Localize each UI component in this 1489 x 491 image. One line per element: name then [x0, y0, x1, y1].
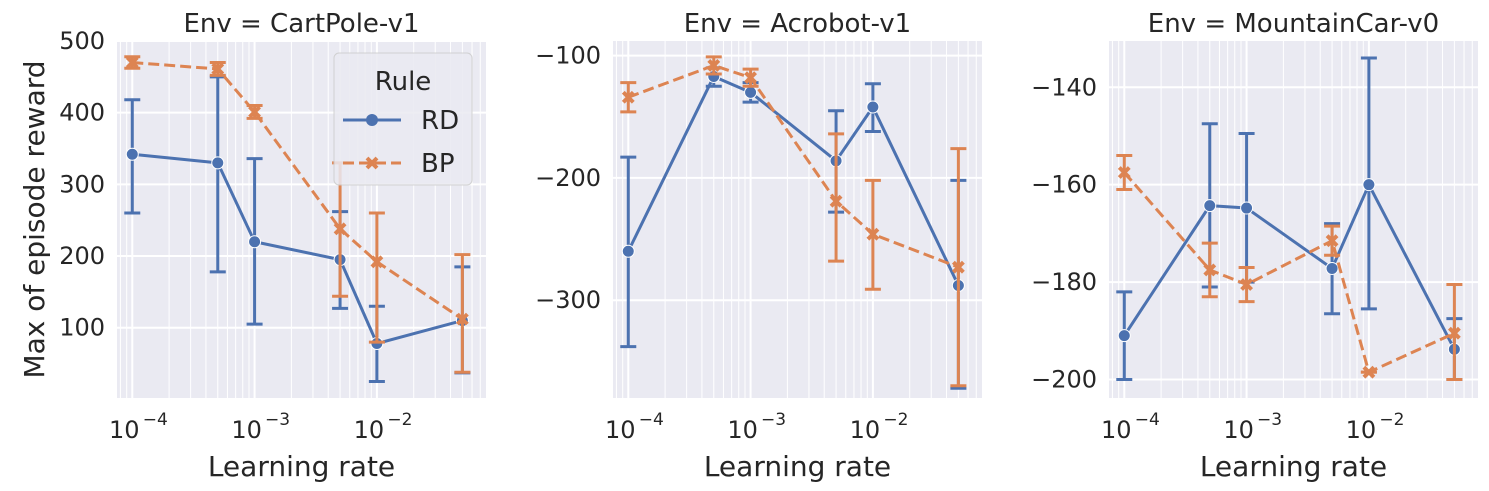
data-point-bp	[1203, 263, 1217, 277]
x-axis-label: Learning rate	[704, 450, 891, 483]
data-point-bp	[829, 194, 843, 208]
data-point-bp	[248, 105, 262, 119]
plot-area	[1109, 41, 1478, 398]
x-tick-exponent: −4	[639, 410, 664, 430]
plot-area	[613, 41, 982, 398]
x-tick-exponent: −2	[883, 410, 908, 430]
series-line-rd	[1123, 183, 1456, 350]
data-point-rd	[744, 85, 758, 99]
y-tick-label: −100	[535, 42, 601, 70]
legend-box	[333, 52, 473, 186]
x-tick-label: 10	[231, 416, 262, 444]
series-line-bp	[132, 61, 464, 321]
legend-marker-bp	[365, 156, 379, 170]
x-tick-label: 10	[1223, 416, 1254, 444]
y-tick-label: 300	[59, 170, 105, 198]
data-point-bp	[1447, 326, 1461, 340]
panel-title: Env = CartPole-v1	[183, 9, 419, 39]
y-tick-label: −200	[1031, 365, 1097, 393]
data-point-bp	[370, 255, 384, 269]
legend: Rule RD BP	[333, 52, 473, 186]
y-axis-label: Max of episode reward	[18, 60, 51, 378]
y-tick-label: −160	[1031, 171, 1097, 199]
data-point-bp	[707, 59, 721, 72]
x-axis-label: Learning rate	[208, 450, 395, 483]
x-tick-exponent: −3	[1257, 410, 1282, 430]
legend-label-rd: RD	[421, 106, 459, 136]
y-tick-label: −200	[535, 164, 601, 192]
series-line-bp	[627, 63, 959, 269]
x-tick-exponent: −2	[387, 410, 412, 430]
panel-title: Env = Acrobot-v1	[684, 9, 911, 39]
x-tick-label: 10	[354, 416, 385, 444]
x-tick-label: 10	[1346, 416, 1377, 444]
x-tick-exponent: −4	[1135, 410, 1160, 430]
data-point-bp	[621, 90, 635, 104]
y-tick-label: −140	[1031, 73, 1097, 101]
data-point-rd	[211, 156, 225, 170]
x-tick-exponent: −4	[143, 410, 168, 430]
series-line-rd	[626, 74, 960, 287]
y-tick-label: 100	[59, 314, 105, 342]
data-point-bp	[211, 62, 225, 76]
y-tick-label: 400	[59, 99, 105, 127]
data-point-rd	[1240, 201, 1254, 215]
data-point-rd	[1362, 178, 1376, 192]
data-point-bp	[1240, 278, 1254, 291]
data-point-rd	[621, 244, 635, 258]
data-point-rd	[866, 100, 880, 114]
x-tick-label: 10	[727, 416, 758, 444]
x-tick-exponent: −3	[265, 410, 290, 430]
data-point-rd	[1203, 199, 1217, 213]
y-tick-label: −180	[1031, 268, 1097, 296]
data-point-bp	[125, 56, 139, 69]
x-tick-exponent: −3	[761, 410, 786, 430]
data-point-rd	[1325, 261, 1339, 275]
data-point-rd	[1117, 329, 1131, 343]
data-point-bp	[951, 260, 965, 274]
data-point-bp	[866, 227, 880, 241]
panel-title: Env = MountainCar-v0	[1148, 9, 1439, 39]
x-tick-label: 10	[109, 416, 140, 444]
data-point-bp	[333, 222, 347, 236]
legend-marker-rd	[366, 114, 378, 126]
legend-title: Rule	[375, 67, 432, 97]
y-tick-label: −300	[535, 286, 601, 314]
series-line-rd	[132, 152, 463, 346]
x-tick-label: 10	[1101, 416, 1132, 444]
data-point-bp	[744, 71, 758, 85]
data-point-rd	[248, 235, 262, 249]
x-axis-label: Learning rate	[1200, 450, 1387, 483]
x-tick-label: 10	[850, 416, 881, 444]
y-tick-label: 500	[59, 27, 105, 55]
data-point-bp	[1362, 365, 1376, 379]
x-tick-label: 10	[605, 416, 636, 444]
data-point-bp	[1117, 166, 1131, 179]
data-point-bp	[455, 312, 469, 326]
data-point-bp	[1325, 234, 1339, 248]
legend-label-bp: BP	[421, 149, 455, 179]
x-tick-exponent: −2	[1379, 410, 1404, 430]
data-point-rd	[125, 147, 139, 161]
series-line-bp	[1123, 171, 1456, 374]
y-tick-label: 200	[59, 242, 105, 270]
